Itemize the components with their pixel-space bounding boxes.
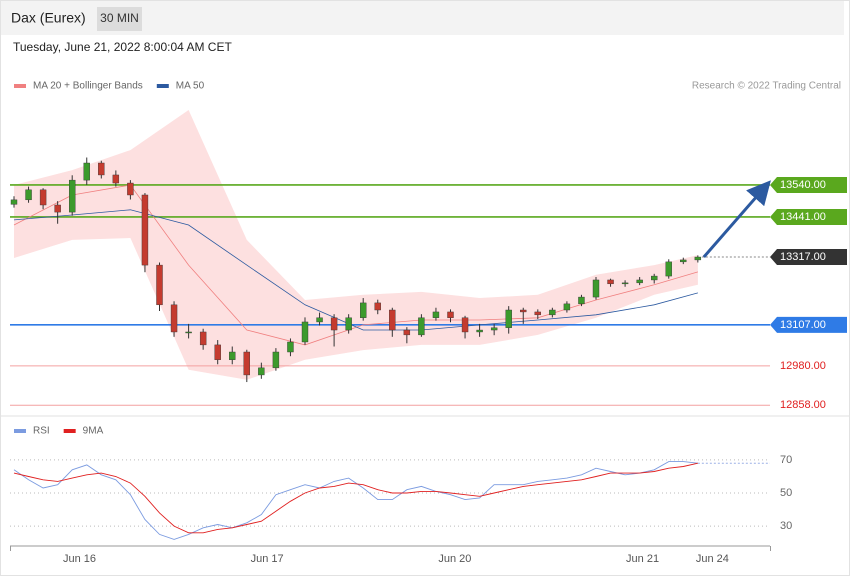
candle-body (214, 344, 221, 360)
x-tick-label: Jun 20 (438, 553, 471, 565)
candle-body (330, 317, 338, 331)
candle-body (68, 179, 76, 213)
candle-body (563, 303, 571, 311)
legend-label: MA 50 (176, 81, 205, 92)
x-tick-label: Jun 16 (63, 553, 96, 565)
y-tick-label: 30 (780, 520, 792, 532)
candle-body (432, 311, 440, 318)
candle-body (25, 189, 32, 201)
candle-body (549, 309, 556, 316)
candle-body (54, 204, 61, 213)
candle-body (83, 162, 90, 181)
timeframe[interactable]: 30 MIN (100, 11, 139, 25)
level-label: 12980.00 (780, 360, 826, 372)
level-label: 13540.00 (780, 179, 826, 191)
candle-body (694, 256, 702, 261)
bollinger-band (14, 110, 698, 380)
candle-body (272, 351, 280, 369)
candle-body (39, 189, 47, 206)
legend-swatch (156, 84, 169, 88)
legend-label: RSI (33, 426, 50, 437)
candle-body (665, 261, 672, 277)
title: Dax (Eurex) (11, 10, 86, 26)
candle-body (360, 302, 367, 318)
candle-body (301, 321, 309, 343)
candle-body (476, 329, 483, 333)
target-arrow (702, 180, 771, 259)
candle-body (534, 311, 541, 316)
candle-body (258, 367, 265, 376)
candle-body (520, 309, 527, 313)
candle-body (447, 311, 454, 318)
candle-body (199, 331, 207, 346)
candle-body (156, 264, 163, 306)
candle-body (461, 317, 469, 333)
candle-body (170, 304, 178, 333)
candle-body (490, 327, 498, 331)
candle-body (112, 174, 120, 184)
timeframe-box[interactable] (97, 7, 142, 31)
candle-body (607, 279, 614, 285)
x-tick-label: Jun 24 (696, 553, 729, 565)
legend-label: MA 20 + Bollinger Bands (33, 81, 143, 92)
candle-body (98, 162, 105, 176)
legend-swatch (63, 429, 76, 433)
level-badge (770, 249, 847, 266)
candle-body (229, 351, 236, 360)
level-badge (770, 176, 847, 193)
legend-swatch (14, 429, 26, 433)
x-tick-label: Jun 21 (626, 553, 659, 565)
ma-line (13, 209, 699, 331)
legend-swatch (14, 84, 26, 88)
candle-body (578, 296, 585, 305)
level-badge (770, 208, 847, 225)
candle-body (374, 302, 381, 311)
candle-body (505, 309, 512, 328)
candle-body (316, 317, 323, 323)
candle-body (636, 279, 643, 284)
timestamp: Tuesday, June 21, 2022 8:00:04 AM CET (13, 40, 232, 54)
level-label: 13107.00 (780, 319, 826, 331)
level-badge (770, 316, 847, 333)
candle-body (127, 182, 134, 196)
candle-body (345, 317, 352, 331)
y-tick-label: 70 (780, 454, 792, 466)
candle-body (141, 194, 149, 266)
candle-body (651, 275, 658, 281)
source: Research © 2022 Trading Central (692, 81, 841, 92)
candle-body (418, 317, 425, 336)
candle-body (287, 341, 294, 353)
y-tick-label: 50 (780, 487, 792, 499)
level-label: 13441.00 (780, 211, 826, 223)
candle-body (185, 331, 192, 334)
x-tick-label: Jun 17 (251, 553, 284, 565)
candle-body (680, 259, 687, 263)
series-line (13, 462, 698, 534)
candle-body (403, 329, 411, 336)
candle-body (10, 199, 18, 205)
candle-body (389, 309, 396, 331)
candle-body (592, 279, 600, 298)
level-label: 13317.00 (780, 251, 826, 263)
series-line (13, 461, 698, 540)
legend-label: 9MA (83, 426, 104, 437)
candle-body (243, 351, 251, 376)
level-label: 12858.00 (780, 399, 826, 411)
candle-body (621, 282, 629, 285)
